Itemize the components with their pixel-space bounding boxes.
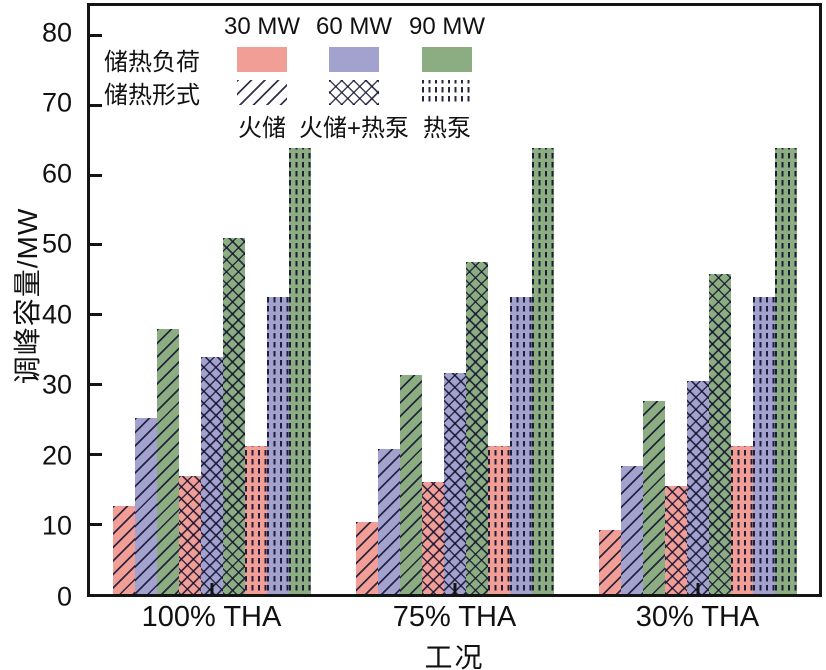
bar-100% THA-热泵-30 MW — [244, 445, 267, 594]
y-tick-label-30: 30 — [41, 369, 72, 400]
bars-row — [90, 6, 819, 594]
bar-30% THA-热泵-30 MW — [730, 445, 753, 594]
legend: 30 MW 60 MW 90 MW 储热负荷 储热形式 火储 火储+热泵 热泵 — [104, 10, 494, 143]
bar-30% THA-热泵-90 MW — [774, 147, 797, 594]
bar-75% THA-火储-60 MW — [377, 448, 400, 594]
bar-30% THA-火储-60 MW — [620, 466, 643, 594]
bar-30% THA-热泵-60 MW — [752, 297, 775, 594]
legend-form-huochu-label: 火储 — [238, 115, 286, 142]
y-tick-mark-70 — [90, 103, 102, 107]
bar-100% THA-火储-60 MW — [134, 418, 157, 594]
bar-30% THA-火储-90 MW — [642, 401, 665, 594]
bar-75% THA-火储+热泵-60 MW — [443, 372, 466, 594]
bar-100% THA-火储-30 MW — [112, 506, 135, 594]
bar-30% THA-火储+热泵-60 MW — [686, 381, 709, 594]
bar-group-100% THA — [112, 6, 311, 594]
y-tick-label-10: 10 — [41, 510, 72, 541]
legend-swatch-60mw — [329, 47, 379, 72]
y-tick-label-40: 40 — [41, 299, 72, 330]
y-ticks — [90, 6, 103, 594]
bar-75% THA-火储+热泵-30 MW — [421, 482, 444, 594]
legend-pattern-vertical-dashes — [422, 80, 472, 105]
y-tick-mark-80 — [90, 33, 102, 37]
y-tick-labels: 0 10 20 30 40 50 60 70 80 — [0, 3, 78, 610]
y-tick-mark-30 — [90, 383, 102, 386]
bar-group-30% THA — [598, 6, 797, 594]
bar-75% THA-热泵-30 MW — [487, 445, 510, 594]
y-tick-label-0: 0 — [56, 581, 72, 612]
x-tick-label-30% THA: 30% THA — [635, 601, 760, 633]
bar-100% THA-热泵-90 MW — [288, 147, 311, 594]
bar-75% THA-热泵-90 MW — [531, 147, 554, 594]
legend-mw-30-label: 30 MW — [223, 12, 300, 40]
x-tick-label-75% THA: 75% THA — [392, 601, 517, 633]
y-tick-mark-50 — [90, 243, 102, 247]
bar-30% THA-火储+热泵-30 MW — [664, 486, 687, 594]
y-tick-label-20: 20 — [41, 440, 72, 471]
legend-mw-60-label: 60 MW — [315, 12, 392, 40]
bar-30% THA-火储+热泵-90 MW — [708, 274, 731, 594]
x-tick-labels: 100% THA 75% THA 30% THA — [90, 601, 819, 634]
y-tick-mark-60 — [90, 173, 102, 177]
legend-swatch-90mw — [422, 47, 472, 72]
legend-form-huochu-rebeng-label: 火储+热泵 — [299, 115, 410, 142]
bar-75% THA-火储-90 MW — [399, 374, 422, 594]
bar-group-75% THA — [355, 6, 554, 594]
y-tick-mark-20 — [90, 452, 102, 456]
legend-pattern-diagonal — [237, 80, 287, 105]
x-tick-mark-75% THA — [453, 583, 456, 594]
legend-pattern-row-title: 储热形式 — [104, 82, 200, 109]
bar-100% THA-火储+热泵-60 MW — [200, 357, 223, 594]
legend-swatch-30mw — [237, 47, 287, 72]
y-tick-mark-10 — [90, 522, 102, 526]
plot-area: 30 MW 60 MW 90 MW 储热负荷 储热形式 火储 火储+热泵 热泵 — [87, 3, 822, 597]
y-tick-label-80: 80 — [41, 17, 72, 48]
y-tick-label-60: 60 — [41, 158, 72, 189]
y-tick-label-70: 70 — [41, 87, 72, 118]
legend-color-row-title: 储热负荷 — [104, 49, 200, 76]
bar-100% THA-火储+热泵-90 MW — [222, 237, 245, 594]
x-tick-mark-100% THA — [210, 583, 213, 594]
legend-pattern-crosshatch — [329, 80, 379, 105]
y-tick-mark-40 — [90, 313, 102, 317]
bar-100% THA-火储+热泵-30 MW — [178, 475, 201, 594]
bar-100% THA-热泵-60 MW — [266, 297, 289, 594]
bar-75% THA-火储+热泵-90 MW — [465, 261, 488, 594]
x-tick-label-100% THA: 100% THA — [141, 601, 282, 633]
legend-mw-90-label: 90 MW — [408, 12, 485, 40]
x-axis-title: 工况 — [424, 642, 485, 670]
x-tick-mark-30% THA — [696, 583, 699, 594]
y-tick-label-50: 50 — [41, 228, 72, 259]
bar-100% THA-火储-90 MW — [156, 329, 179, 594]
legend-form-rebeng-label: 热泵 — [423, 115, 471, 142]
bar-75% THA-热泵-60 MW — [509, 297, 532, 594]
bar-30% THA-火储-30 MW — [598, 529, 621, 594]
bar-75% THA-火储-30 MW — [355, 522, 378, 594]
